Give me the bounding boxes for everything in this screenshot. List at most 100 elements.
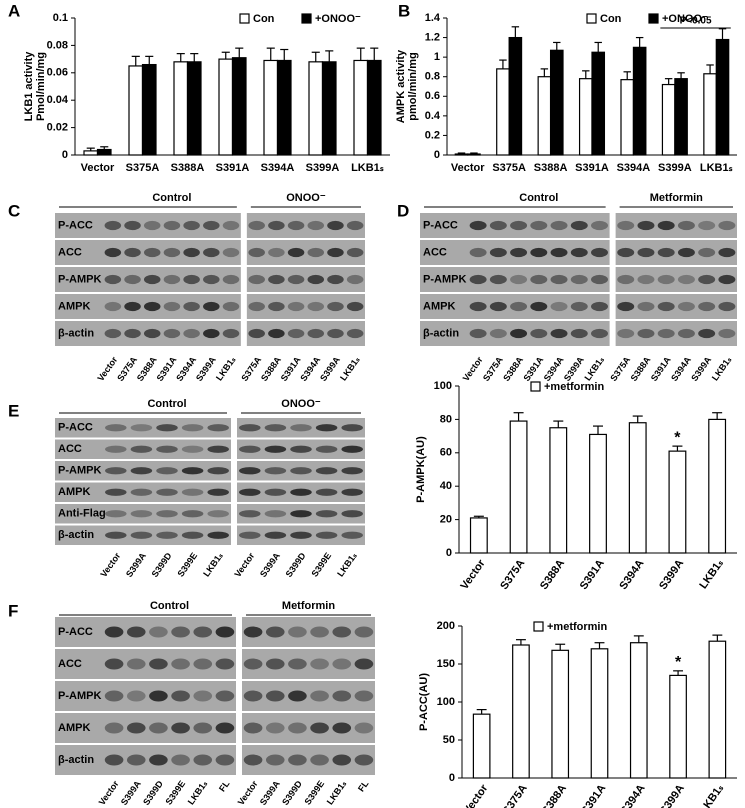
y-axis-label: P-AMPK(AU) (415, 436, 427, 503)
band (171, 658, 190, 670)
panel-label: B (398, 1, 410, 20)
y-tick-label: 1 (434, 51, 440, 63)
band (104, 274, 122, 285)
bar (629, 642, 648, 779)
error-bar (673, 670, 684, 676)
band (290, 424, 312, 432)
row-label: P-AMPK (58, 690, 101, 702)
band (222, 328, 240, 339)
bar (496, 68, 510, 156)
band (143, 220, 161, 231)
band (222, 301, 240, 312)
band (550, 301, 568, 312)
band (637, 301, 655, 312)
band (288, 658, 307, 670)
band (124, 301, 141, 312)
bar (549, 49, 564, 156)
band (332, 626, 352, 638)
error-bar (457, 152, 466, 155)
row-label: ACC (58, 443, 82, 455)
y-tick-label: 0.8 (425, 71, 440, 83)
bar (549, 427, 568, 554)
band (143, 328, 161, 339)
band (268, 328, 285, 339)
x-tick-label: S388A (171, 162, 205, 174)
band (207, 488, 229, 496)
band (287, 274, 305, 285)
bar (708, 418, 727, 554)
band (193, 658, 213, 670)
annotation: * (674, 429, 681, 446)
band (143, 247, 161, 258)
band (171, 626, 190, 638)
x-tick-label: S375A (126, 162, 160, 174)
x-tick-label: S399A (306, 162, 340, 174)
band (124, 220, 141, 231)
band (570, 328, 588, 339)
bar (186, 61, 202, 156)
error-bar (582, 70, 590, 79)
band (287, 301, 305, 312)
x-tick-label: S394A (617, 557, 646, 591)
band (239, 445, 261, 453)
legend-label: +metformin (544, 381, 604, 393)
error-bar (266, 47, 275, 61)
error-bar (86, 147, 95, 151)
y-axis-label: Pmol/min/mg (35, 52, 47, 121)
band (288, 754, 307, 766)
band (156, 531, 178, 539)
error-bar (635, 36, 644, 48)
error-bar (176, 53, 185, 62)
y-tick-label: 80 (440, 413, 452, 425)
x-tick-label: S399A (658, 782, 687, 808)
band (215, 754, 235, 766)
bar (703, 73, 717, 156)
band (341, 510, 363, 518)
band (617, 220, 635, 231)
row-label: P-ACC (58, 626, 93, 638)
lane-label: Vector (98, 550, 122, 579)
band (124, 247, 141, 258)
band (510, 247, 528, 258)
band (243, 658, 263, 670)
x-tick-label: Vector (461, 782, 491, 808)
lane-label: S399E (175, 551, 199, 579)
band (149, 722, 168, 734)
band (239, 467, 261, 475)
band (268, 220, 285, 231)
band (550, 274, 568, 285)
lane-label: S399A (194, 354, 218, 383)
error-bar (190, 53, 199, 62)
band (510, 220, 528, 231)
y-tick-label: 0 (449, 772, 455, 784)
band (207, 510, 229, 518)
error-bar (499, 59, 507, 69)
bar (668, 450, 687, 554)
band (657, 274, 675, 285)
row-label: P-ACC (58, 422, 93, 434)
band (307, 274, 325, 285)
error-bar (311, 51, 320, 62)
group-label: Control (152, 192, 191, 204)
band (570, 220, 588, 231)
bar (263, 59, 279, 156)
y-tick-label: 100 (434, 380, 452, 392)
legend-label: +ONOO⁻ (315, 13, 361, 25)
bar (591, 51, 606, 156)
x-tick-label: LKB1ₛ (700, 162, 733, 174)
x-tick-label: S391A (579, 782, 608, 808)
lane-label: LKB1ₛ (325, 778, 349, 806)
band (469, 301, 487, 312)
error-bar (553, 41, 561, 51)
band (315, 488, 338, 496)
blot-strip (615, 267, 737, 292)
y-tick-label: 200 (437, 620, 455, 632)
band (243, 626, 263, 638)
band (315, 467, 338, 475)
band (307, 328, 325, 339)
band (341, 531, 363, 539)
band (265, 658, 285, 670)
band (327, 328, 344, 339)
band (130, 424, 153, 432)
